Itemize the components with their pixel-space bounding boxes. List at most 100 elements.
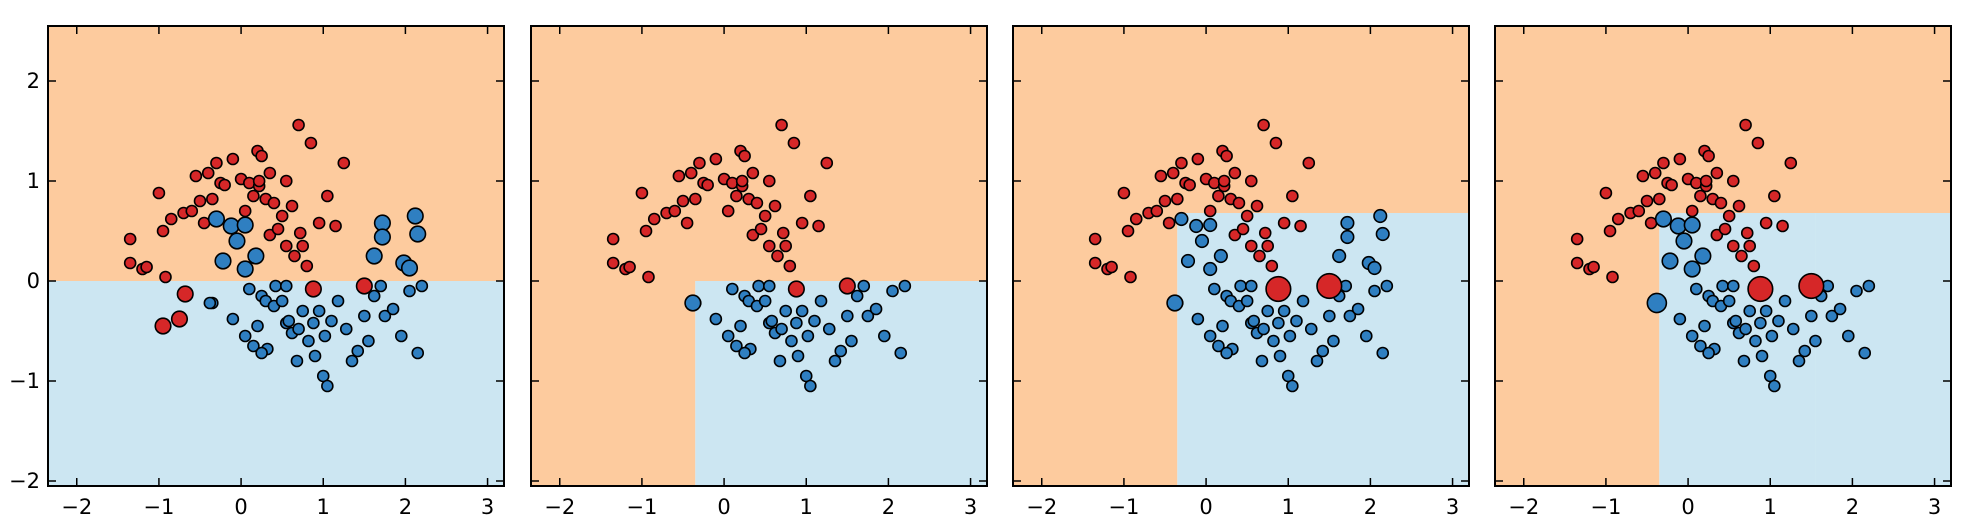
- scatter-point-red-27: [746, 166, 760, 180]
- scatter-point-blue-80: [869, 302, 883, 316]
- scatter-point-red-15: [1657, 156, 1670, 170]
- scatter-point-red-27: [1228, 166, 1242, 180]
- scatter-point-blue-50: [1212, 339, 1225, 353]
- scatter-point-red-89: [838, 277, 856, 295]
- scatter-point-blue-95: [222, 217, 240, 235]
- scatter-point-red-30: [275, 209, 289, 223]
- scatter-point-blue-65: [1754, 316, 1767, 330]
- scatter-point-blue-73: [1310, 354, 1324, 368]
- scatter-point-red-1: [1088, 256, 1102, 270]
- scatter-point-red-93: [355, 277, 373, 295]
- x-tick-label: −1: [143, 495, 174, 519]
- plot-area: [531, 26, 987, 486]
- scatter-point-red-35: [775, 118, 788, 132]
- x-tick-label: 0: [1681, 495, 1694, 519]
- scatter-point-blue-77: [850, 289, 864, 303]
- scatter-point-red-0: [1088, 232, 1102, 246]
- scatter-point-blue-76: [362, 334, 375, 348]
- scatter-point-blue-51: [1698, 319, 1711, 333]
- scatter-point-blue-107: [400, 259, 419, 277]
- x-tick-label: 3: [1446, 495, 1459, 519]
- scatter-point-red-3: [140, 260, 153, 274]
- scatter-point-red-42: [329, 219, 342, 233]
- scatter-point-red-36: [1258, 226, 1272, 240]
- scatter-point-red-33: [1732, 199, 1746, 213]
- subplot-2: −2 −1 0 1 2 3: [530, 25, 988, 519]
- x-tick-label: 1: [1764, 495, 1777, 519]
- scatter-point-red-39: [1269, 136, 1283, 150]
- scatter-point-red-37: [296, 239, 310, 253]
- scatter-point-red-89: [154, 317, 172, 335]
- scatter-point-blue-76: [845, 334, 858, 348]
- scatter-point-red-13: [1648, 166, 1662, 180]
- scatter-point-blue-64: [302, 334, 315, 348]
- scatter-point-blue-96: [236, 216, 254, 234]
- scatter-point-blue-67: [312, 304, 326, 318]
- scatter-point-blue-87: [1220, 346, 1233, 360]
- scatter-point-red-10: [1636, 169, 1650, 183]
- scatter-point-red-11: [1158, 194, 1172, 208]
- scatter-point-red-39: [1751, 136, 1765, 150]
- scatter-point-red-10: [672, 169, 686, 183]
- decision-region-red-1: [531, 281, 696, 486]
- scatter-point-red-24: [255, 149, 268, 163]
- scatter-point-blue-51: [734, 319, 747, 333]
- y-tick-label: 2: [27, 69, 40, 93]
- scatter-point-red-43: [820, 156, 834, 170]
- scatter-point-red-24: [738, 149, 751, 163]
- scatter-point-red-22: [247, 189, 260, 203]
- x-tick-label: 2: [882, 495, 895, 519]
- scatter-point-blue-70: [1290, 314, 1303, 328]
- scatter-point-red-32: [1726, 174, 1740, 188]
- scatter-point-blue-76: [1327, 334, 1340, 348]
- scatter-point-red-42: [812, 219, 825, 233]
- scatter-point-blue-57: [1722, 294, 1736, 308]
- scatter-point-red-30: [1240, 209, 1254, 223]
- scatter-point-blue-105: [365, 247, 383, 265]
- scatter-point-red-40: [795, 216, 809, 230]
- scatter-point-blue-56: [1234, 279, 1247, 293]
- scatter-point-red-39: [787, 136, 801, 150]
- scatter-point-blue-72: [822, 322, 836, 336]
- scatter-point-red-10: [1154, 169, 1168, 183]
- scatter-point-red-15: [693, 156, 706, 170]
- scatter-point-red-29: [754, 222, 768, 236]
- scatter-point-red-90: [170, 310, 189, 328]
- scatter-point-blue-51: [251, 319, 264, 333]
- scatter-point-red-92: [304, 280, 322, 298]
- scatter-point-blue-67: [1759, 304, 1773, 318]
- scatter-point-blue-95: [1646, 292, 1668, 314]
- scatter-point-red-15: [1175, 156, 1188, 170]
- scatter-point-red-43: [1784, 156, 1798, 170]
- scatter-point-blue-73: [828, 354, 842, 368]
- scatter-point-blue-97: [228, 232, 246, 250]
- scatter-point-blue-82: [1850, 284, 1863, 298]
- x-tick-label: 1: [800, 495, 813, 519]
- scatter-point-red-41: [321, 189, 334, 203]
- scatter-point-red-45: [1232, 196, 1246, 210]
- scatter-point-red-3: [1587, 260, 1600, 274]
- scatter-point-blue-82: [886, 284, 899, 298]
- scatter-point-blue-82: [403, 284, 416, 298]
- scatter-point-blue-71: [1778, 294, 1792, 308]
- scatter-point-blue-81: [394, 329, 408, 343]
- scatter-point-blue-70: [325, 314, 338, 328]
- scatter-point-blue-93: [1180, 253, 1196, 269]
- scatter-point-blue-69: [1283, 329, 1297, 343]
- scatter-point-red-7: [647, 212, 661, 226]
- scatter-point-red-6: [1124, 270, 1137, 284]
- x-tick-label: 0: [717, 495, 730, 519]
- scatter-point-blue-81: [1841, 329, 1855, 343]
- scatter-point-red-5: [639, 224, 653, 238]
- scatter-point-red-9: [185, 204, 199, 218]
- plot-area: [1495, 26, 1951, 486]
- scatter-point-blue-56: [269, 279, 282, 293]
- decision-region-red-0: [1013, 26, 1469, 213]
- x-tick-label: 1: [1282, 495, 1295, 519]
- scatter-point-blue-86: [321, 379, 334, 393]
- scatter-point-red-32: [279, 174, 293, 188]
- scatter-point-red-9: [1632, 204, 1646, 218]
- scatter-point-blue-84: [415, 279, 429, 293]
- scatter-point-red-31: [1244, 239, 1258, 253]
